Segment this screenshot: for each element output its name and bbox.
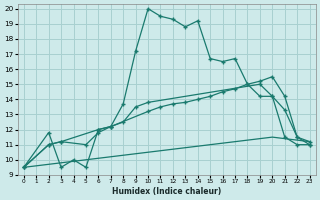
X-axis label: Humidex (Indice chaleur): Humidex (Indice chaleur)	[112, 187, 221, 196]
